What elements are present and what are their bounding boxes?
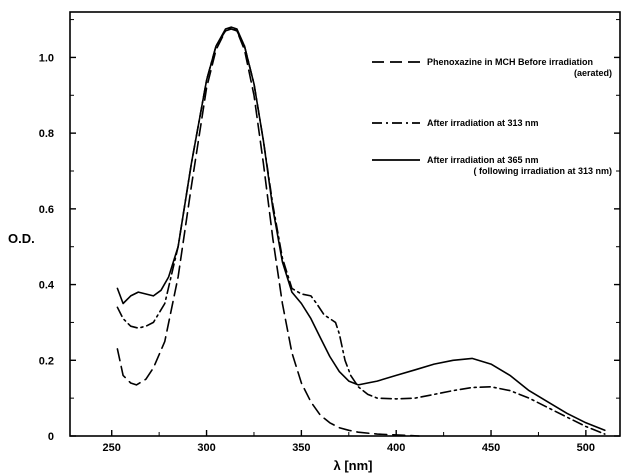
y-axis: 0 0.2 0.4 0.6 0.8 1.0 bbox=[39, 19, 620, 443]
y-tick-label: 1.0 bbox=[39, 52, 54, 64]
legend: Phenoxazine in MCH Before irradiation(ae… bbox=[372, 57, 612, 176]
x-tick-label: 500 bbox=[577, 442, 595, 454]
y-tick-label: 0 bbox=[48, 431, 54, 443]
x-tick-label: 450 bbox=[482, 442, 500, 454]
series-layer bbox=[116, 26, 606, 437]
x-axis-title: λ [nm] bbox=[334, 458, 373, 473]
x-tick-label: 400 bbox=[387, 442, 405, 454]
legend-label-3: After irradiation at 365 nm bbox=[427, 155, 539, 165]
x-axis: 250 300 350 400 450 500 bbox=[103, 430, 595, 454]
y-axis-title: O.D. bbox=[8, 231, 35, 246]
legend-label-3: ( following irradiation at 313 nm) bbox=[473, 166, 612, 176]
series-line-3 bbox=[116, 26, 606, 432]
x-tick-label: 300 bbox=[197, 442, 215, 454]
series-line-1 bbox=[116, 28, 420, 437]
y-tick-label: 0.2 bbox=[39, 355, 54, 367]
y-tick-label: 0.4 bbox=[39, 280, 55, 292]
plot-border bbox=[69, 11, 621, 437]
y-tick-label: 0.6 bbox=[39, 204, 54, 216]
plot-frame bbox=[69, 11, 621, 437]
y-tick-label: 0.8 bbox=[39, 128, 54, 140]
x-tick-label: 250 bbox=[103, 442, 121, 454]
legend-label-1: Phenoxazine in MCH Before irradiation bbox=[427, 57, 593, 67]
legend-label-2: After irradiation at 313 nm bbox=[427, 118, 539, 128]
legend-label-1: (aerated) bbox=[574, 68, 612, 78]
x-tick-label: 350 bbox=[292, 442, 310, 454]
